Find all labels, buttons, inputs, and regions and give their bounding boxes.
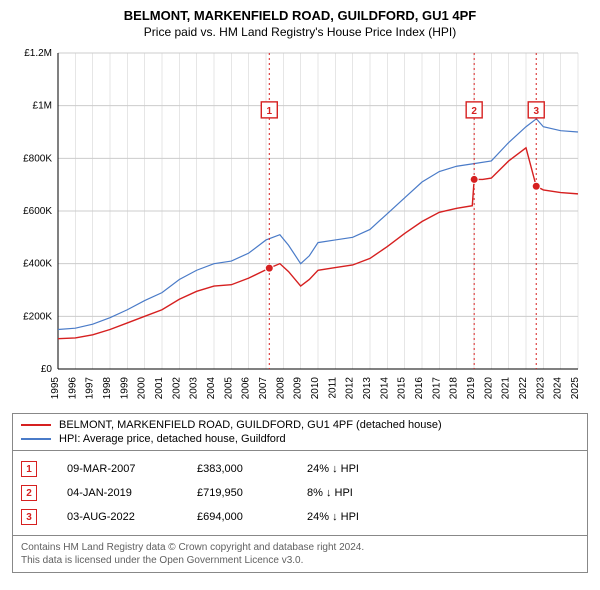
svg-text:2019: 2019 bbox=[466, 377, 477, 400]
event-date: 04-JAN-2019 bbox=[67, 487, 167, 499]
svg-text:3: 3 bbox=[533, 106, 539, 117]
svg-text:2007: 2007 bbox=[258, 377, 269, 400]
legend-item: BELMONT, MARKENFIELD ROAD, GUILDFORD, GU… bbox=[21, 418, 579, 432]
svg-text:1996: 1996 bbox=[67, 377, 78, 400]
event-price: £383,000 bbox=[197, 463, 277, 475]
event-price: £694,000 bbox=[197, 511, 277, 523]
svg-text:£1M: £1M bbox=[33, 101, 52, 112]
svg-text:£800K: £800K bbox=[23, 153, 52, 164]
page-title: BELMONT, MARKENFIELD ROAD, GUILDFORD, GU… bbox=[12, 8, 588, 23]
svg-text:2023: 2023 bbox=[535, 377, 546, 400]
event-delta: 8% ↓ HPI bbox=[307, 487, 407, 499]
svg-text:£600K: £600K bbox=[23, 206, 52, 217]
svg-text:£0: £0 bbox=[41, 364, 53, 375]
svg-text:£1.2M: £1.2M bbox=[24, 48, 52, 59]
svg-text:1995: 1995 bbox=[50, 377, 61, 400]
legend-label: HPI: Average price, detached house, Guil… bbox=[59, 433, 286, 445]
svg-text:2020: 2020 bbox=[483, 377, 494, 400]
svg-text:2013: 2013 bbox=[362, 377, 373, 400]
event-badge: 2 bbox=[21, 485, 37, 501]
svg-text:2: 2 bbox=[471, 106, 477, 117]
svg-text:2003: 2003 bbox=[189, 377, 200, 400]
svg-text:2010: 2010 bbox=[310, 377, 321, 400]
svg-text:2004: 2004 bbox=[206, 377, 217, 400]
svg-text:2024: 2024 bbox=[553, 377, 564, 400]
attribution-line1: Contains HM Land Registry data © Crown c… bbox=[21, 541, 579, 554]
svg-text:2002: 2002 bbox=[171, 377, 182, 400]
svg-text:2022: 2022 bbox=[518, 377, 529, 400]
svg-text:2011: 2011 bbox=[327, 377, 338, 399]
svg-text:1: 1 bbox=[267, 106, 273, 117]
svg-text:2025: 2025 bbox=[570, 377, 581, 400]
svg-text:2006: 2006 bbox=[241, 377, 252, 400]
event-badge: 3 bbox=[21, 509, 37, 525]
event-row: 1 09-MAR-2007 £383,000 24% ↓ HPI bbox=[21, 457, 579, 481]
svg-text:2009: 2009 bbox=[293, 377, 304, 400]
svg-text:£400K: £400K bbox=[23, 259, 52, 270]
attribution-box: Contains HM Land Registry data © Crown c… bbox=[12, 536, 588, 573]
svg-text:2000: 2000 bbox=[137, 377, 148, 400]
svg-text:1997: 1997 bbox=[85, 377, 96, 400]
attribution-line2: This data is licensed under the Open Gov… bbox=[21, 554, 579, 567]
event-badge: 1 bbox=[21, 461, 37, 477]
svg-text:1998: 1998 bbox=[102, 377, 113, 400]
chart-area: £0 £200K £400K £600K £800K £1M £1.2M 1995 1996 19… bbox=[12, 45, 588, 405]
svg-text:2001: 2001 bbox=[154, 377, 165, 400]
legend-swatch bbox=[21, 424, 51, 426]
event-row: 2 04-JAN-2019 £719,950 8% ↓ HPI bbox=[21, 481, 579, 505]
svg-text:1999: 1999 bbox=[119, 377, 130, 400]
svg-text:2017: 2017 bbox=[431, 377, 442, 400]
events-box: 1 09-MAR-2007 £383,000 24% ↓ HPI 2 04-JAN-201… bbox=[12, 451, 588, 536]
legend-box: BELMONT, MARKENFIELD ROAD, GUILDFORD, GU… bbox=[12, 413, 588, 451]
page-subtitle: Price paid vs. HM Land Registry's House … bbox=[12, 25, 588, 39]
svg-text:2008: 2008 bbox=[275, 377, 286, 400]
event-date: 03-AUG-2022 bbox=[67, 511, 167, 523]
legend-swatch bbox=[21, 438, 51, 440]
svg-text:2018: 2018 bbox=[449, 377, 460, 400]
svg-text:2012: 2012 bbox=[345, 377, 356, 400]
event-date: 09-MAR-2007 bbox=[67, 463, 167, 475]
svg-text:2021: 2021 bbox=[501, 377, 512, 400]
svg-text:2016: 2016 bbox=[414, 377, 425, 400]
legend-item: HPI: Average price, detached house, Guil… bbox=[21, 432, 579, 446]
svg-text:£200K: £200K bbox=[23, 311, 52, 322]
event-price: £719,950 bbox=[197, 487, 277, 499]
svg-text:2014: 2014 bbox=[379, 377, 390, 400]
chart-svg: £0 £200K £400K £600K £800K £1M £1.2M 1995 1996 19… bbox=[12, 45, 588, 405]
legend-label: BELMONT, MARKENFIELD ROAD, GUILDFORD, GU… bbox=[59, 419, 442, 431]
chart-container: BELMONT, MARKENFIELD ROAD, GUILDFORD, GU… bbox=[0, 0, 600, 579]
svg-text:2015: 2015 bbox=[397, 377, 408, 400]
event-delta: 24% ↓ HPI bbox=[307, 463, 407, 475]
event-delta: 24% ↓ HPI bbox=[307, 511, 407, 523]
svg-text:2005: 2005 bbox=[223, 377, 234, 400]
event-row: 3 03-AUG-2022 £694,000 24% ↓ HPI bbox=[21, 505, 579, 529]
